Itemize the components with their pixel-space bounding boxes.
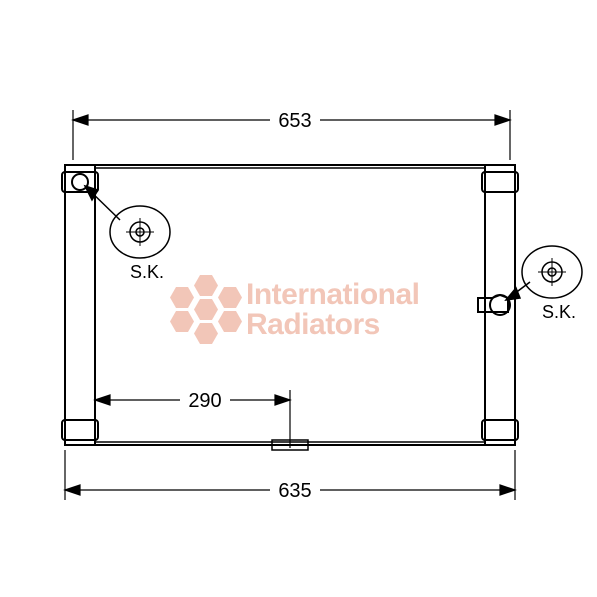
callout-right [506, 246, 582, 300]
dim-top-label: 653 [278, 110, 311, 132]
dim-bottom-label: 635 [278, 480, 311, 502]
left-tank [62, 165, 98, 445]
callout-right-label: S.K. [542, 302, 576, 322]
callout-left [85, 186, 170, 258]
callout-left-label: S.K. [130, 262, 164, 282]
dim-partial-label: 290 [188, 390, 221, 412]
right-tank [478, 165, 518, 445]
radiator-diagram: 653 290 635 [0, 0, 597, 597]
